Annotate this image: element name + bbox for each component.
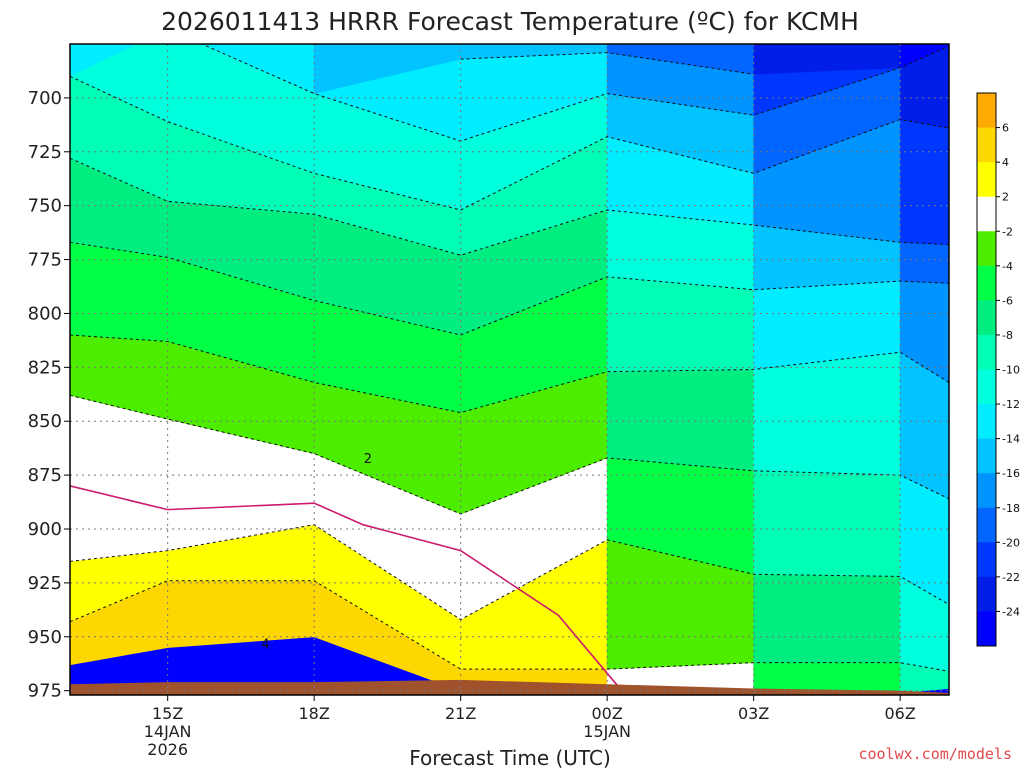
y-axis: 700 725 750 775 800 825 850 875 900 925 950 975 (28, 88, 70, 702)
x-tick-label: 18Z (299, 704, 330, 723)
temperature-band (899, 119, 949, 245)
temperature-band (753, 470, 901, 577)
colorbar-swatch (977, 334, 996, 370)
y-tick-label: 700 (28, 88, 62, 109)
temperature-band (70, 395, 168, 562)
x-tick-label: 15Z (152, 704, 183, 723)
temperature-band (899, 242, 949, 284)
colorbar-swatch (977, 369, 996, 405)
colorbar-swatch (977, 473, 996, 509)
colorbar-label: -22 (1002, 571, 1020, 584)
colorbar-swatch (977, 507, 996, 543)
colorbar-label: -10 (1002, 364, 1020, 377)
y-tick-label: 900 (28, 519, 62, 540)
colorbar-label: -20 (1002, 536, 1020, 549)
plot-frame (69, 43, 950, 696)
credit-text: coolwx.com/models (858, 745, 1012, 763)
temperature-band (606, 44, 754, 75)
y-tick-label: 800 (28, 303, 62, 324)
colorbar-label: -2 (1002, 225, 1013, 238)
colorbar-label: -6 (1002, 294, 1013, 307)
chart-title: 2026011413 HRRR Forecast Temperature (ºC… (161, 7, 859, 36)
colorbar-swatch (977, 127, 996, 163)
colorbar-label: 2 (1002, 191, 1009, 204)
colorbar-swatch (977, 542, 996, 578)
temperature-band (753, 44, 901, 75)
temperature-band (753, 351, 901, 476)
x-tick-label: 21Z (445, 704, 476, 723)
contour-label: 4 (261, 637, 269, 652)
temperature-band (753, 662, 901, 694)
colorbar-swatch (977, 611, 996, 647)
colorbar-swatch (977, 438, 996, 474)
y-tick-label: 975 (28, 681, 62, 702)
isotherm-contour (70, 157, 949, 256)
colorbar-label: -16 (1002, 467, 1020, 480)
colorbar-label: -14 (1002, 433, 1020, 446)
colorbar-swatch (977, 93, 996, 129)
temperature-band (899, 662, 949, 694)
isotherm-contour (70, 75, 949, 211)
y-tick-label: 825 (28, 357, 62, 378)
isotherm-contour (70, 394, 949, 515)
colorbar-label: -8 (1002, 329, 1013, 342)
temperature-band (753, 573, 901, 663)
colorbar-label: -4 (1002, 260, 1013, 273)
x-tick-label: 15JAN (583, 722, 631, 741)
colorbar-swatch (977, 265, 996, 301)
colorbar-swatch (977, 576, 996, 612)
y-tick-label: 925 (28, 573, 62, 594)
x-axis-label: Forecast Time (UTC) (409, 746, 611, 768)
isotherm-contour (70, 241, 949, 336)
isotherm-contour (460, 52, 754, 75)
grid (69, 43, 950, 696)
temperature-band (70, 242, 168, 342)
colorbar-label: 4 (1002, 156, 1009, 169)
temperature-band (606, 276, 754, 372)
x-tick-label: 00Z (592, 704, 623, 723)
colorbar-swatch (977, 231, 996, 267)
colorbar-swatch (977, 404, 996, 440)
temperature-band (899, 474, 949, 605)
y-tick-label: 750 (28, 196, 62, 217)
colorbar-label: -24 (1002, 605, 1020, 618)
y-tick-label: 950 (28, 627, 62, 648)
x-tick-label: 06Z (885, 704, 916, 723)
y-tick-label: 875 (28, 465, 62, 486)
x-tick-label: 2026 (147, 740, 188, 759)
isotherm-contour (70, 524, 949, 621)
isotherm-contour (70, 334, 949, 414)
y-tick-label: 725 (28, 142, 62, 163)
freezing-line (70, 485, 623, 692)
colorbar-swatch (977, 196, 996, 232)
colorbar: 6 4 2 -2 -4 -6 -8 -10 -12 -14 -16 -18 -20 -22 -24 (976, 92, 1020, 647)
temperature-band (606, 369, 754, 472)
colorbar-label: -12 (1002, 398, 1020, 411)
y-tick-label: 775 (28, 250, 62, 271)
colorbar-swatch (977, 300, 996, 336)
contour-label: 2 (364, 452, 372, 467)
temperature-band (167, 580, 315, 648)
plot-area: 24 (70, 44, 949, 695)
y-tick-label: 850 (28, 411, 62, 432)
ground (70, 679, 949, 695)
colorbar-label: -18 (1002, 502, 1020, 515)
x-tick-label: 14JAN (144, 722, 192, 741)
temperature-band (313, 44, 461, 94)
colorbar-label: 6 (1002, 122, 1009, 135)
colorbar-swatch (977, 162, 996, 198)
x-tick-label: 03Z (738, 704, 769, 723)
